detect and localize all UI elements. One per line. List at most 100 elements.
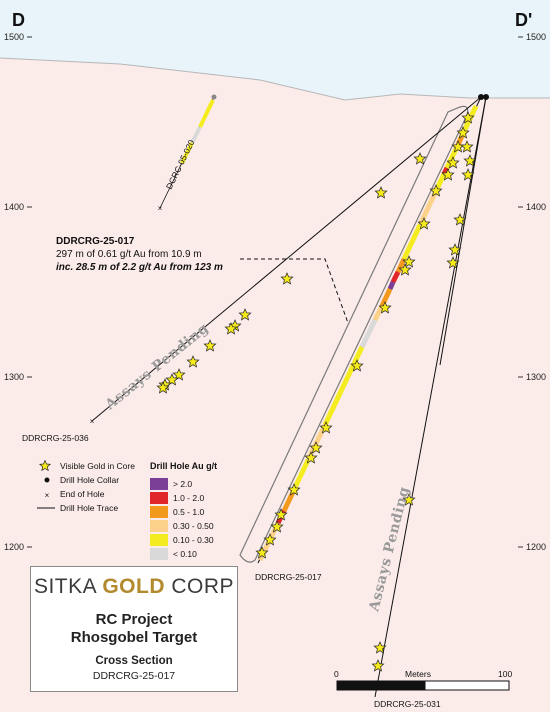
drill-trace-left-hole [91,96,482,422]
star-icon [398,263,412,276]
star-icon [350,359,364,372]
star-icon [448,243,462,256]
star-icon [373,641,387,654]
scale-bar-unit: Meters [405,669,431,679]
legend-au-swatch [150,506,168,518]
star-icon [446,256,460,269]
company-logo: SITKA GOLD CORP [33,575,235,598]
star-icon [413,152,427,165]
star-icon [402,493,416,506]
scale-bar: 0 Meters 100 [334,669,512,691]
star-icon [309,441,323,454]
scale-bar-start: 0 [334,669,339,679]
star-icon [287,483,301,496]
legend-au-label: 0.30 - 0.50 [173,521,214,531]
star-icon [203,339,217,352]
legend-label-trace: Drill Hole Trace [60,503,118,513]
legend-au-swatch [150,548,168,560]
elev-right-1300: 1300 [526,372,546,382]
elev-left-1400: 1400 [4,202,24,212]
star-icon [446,156,460,169]
visible-gold-stars [156,111,477,672]
star-icon [463,154,477,167]
cross-icon: × [45,491,50,500]
legend-au-swatch [150,478,168,490]
annotation-line2: inc. 28.5 m of 2.2 g/t Au from 123 m [56,262,223,273]
legend-au-label: 0.10 - 0.30 [173,535,214,545]
legend-au-title: Drill Hole Au g/t [150,461,217,471]
project-name: RC Project [95,611,173,628]
star-icon [417,217,431,230]
elev-right-1200: 1200 [526,542,546,552]
assay-intervals-short [180,99,215,164]
star-icon [461,111,475,124]
hole-label-main-bottom: DDRCRG-25-017 [255,572,322,582]
legend-au-label: 0.5 - 1.0 [173,507,204,517]
star-icon [453,213,467,226]
star-icon [402,255,416,268]
star-icon [319,421,333,434]
scale-bar-end: 100 [498,669,512,679]
star-icon [165,373,179,386]
star-icon [270,520,284,533]
star-icon [224,322,238,335]
star-icon [156,381,170,394]
collar-steep [483,94,489,100]
star-icon [378,301,392,314]
star-icon [374,186,388,199]
elev-left-1300: 1300 [4,372,24,382]
star-icon [304,451,318,464]
ground-area [0,58,550,712]
annotation-line1: 297 m of 0.61 g/t Au from 10.9 m [56,249,202,260]
section-corner-right: D' [515,10,532,30]
star-icon [186,355,200,368]
star-icon [238,308,252,321]
elev-right-1500: 1500 [526,32,546,42]
collar-short [211,94,217,100]
star-icon [461,168,475,181]
target-name: Rhosgobel Target [70,629,198,646]
legend-label-collar: Drill Hole Collar [60,475,119,485]
drill-trace-steep-hole-b [439,96,487,366]
collar-dot-icon [44,477,50,483]
end-of-hole-short: × [158,204,163,213]
hole-label-left: DDRCRG-25-036 [22,433,89,443]
hole-label-steep: DDRCRG-25-031 [374,699,441,709]
legend-au: Drill Hole Au g/t > 2.0 1.0 - 2.0 0.5 - 1.… [150,461,217,560]
collar-main [478,94,484,100]
star-icon [38,459,52,472]
section-hole: DDRCRG-25-017 [92,670,176,682]
title-box: SITKA GOLD CORP RC Project Rhosgobel Tar… [30,566,238,692]
star-icon [280,272,294,285]
star-icon [263,533,277,546]
star-icon [371,659,385,672]
star-icon [274,508,288,521]
annotation-leader [240,258,349,324]
star-icon [456,126,470,139]
legend-symbols: Visible Gold in Core Drill Hole Collar ×… [37,459,135,513]
elev-right-1400: 1400 [526,202,546,212]
end-of-hole-left: × [90,417,95,426]
legend-au-swatch [150,520,168,532]
elevation-ticks [27,36,523,548]
section-corner-left: D [12,10,25,30]
drill-hole-highlight-outline [239,105,469,563]
star-icon [172,368,186,381]
drill-trace-steep-hole [374,96,487,698]
legend-au-label: > 2.0 [173,479,192,489]
star-icon [460,140,474,153]
star-icon [441,168,455,181]
elev-left-1500: 1500 [4,32,24,42]
section-type: Cross Section [95,655,173,667]
legend-au-swatch [150,534,168,546]
legend-label-end-of-hole: End of Hole [60,489,105,499]
annotation-title: DDRCRG-25-017 [56,236,135,247]
legend-au-label: 1.0 - 2.0 [173,493,204,503]
elev-left-1200: 1200 [4,542,24,552]
star-icon [429,184,443,197]
legend-au-swatch [150,492,168,504]
star-icon [255,546,269,559]
topography-line [0,57,550,101]
legend-au-label: < 0.10 [173,549,197,559]
